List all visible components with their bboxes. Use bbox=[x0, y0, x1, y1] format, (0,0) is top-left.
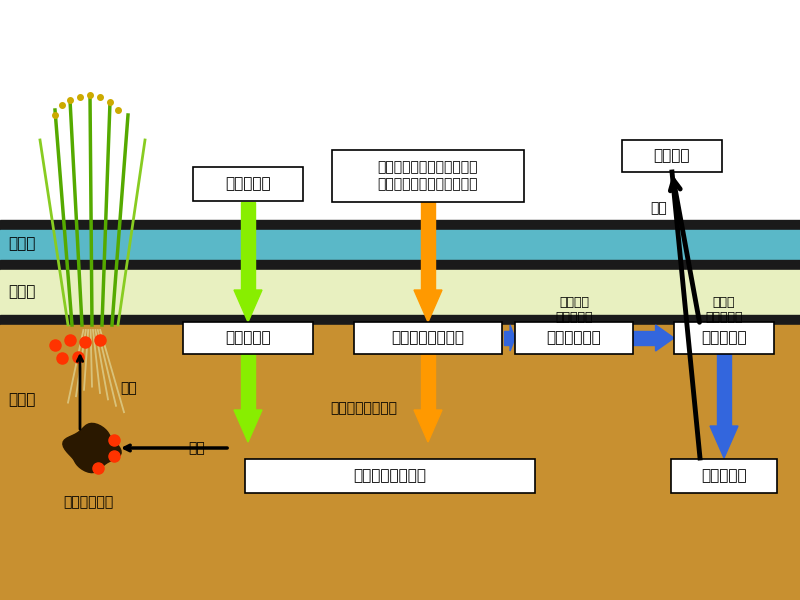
Polygon shape bbox=[655, 325, 674, 351]
Bar bbox=[193, 167, 303, 201]
Text: 脱窒: 脱窒 bbox=[650, 201, 666, 215]
Text: 穀酸態窒素: 穀酸態窒素 bbox=[701, 469, 747, 484]
Bar bbox=[674, 322, 774, 354]
Bar bbox=[717, 354, 731, 426]
Polygon shape bbox=[414, 410, 442, 442]
Bar bbox=[515, 322, 633, 354]
Text: 塩化アンモニウム（塩安）
硫酸アンモニウム（硫安）: 塩化アンモニウム（塩安） 硫酸アンモニウム（硫安） bbox=[378, 160, 478, 191]
Bar bbox=[0, 260, 800, 270]
Bar bbox=[241, 354, 255, 410]
Text: 吸収: 吸収 bbox=[120, 381, 137, 395]
Bar bbox=[0, 220, 800, 230]
Bar bbox=[245, 459, 535, 493]
Text: 有機態窒素: 有機態窒素 bbox=[225, 331, 271, 346]
Text: 土壌コロイド: 土壌コロイド bbox=[63, 495, 113, 509]
Bar bbox=[671, 459, 777, 493]
Polygon shape bbox=[510, 325, 515, 351]
Polygon shape bbox=[234, 290, 262, 322]
Text: 穀酸態窒素: 穀酸態窒素 bbox=[701, 331, 747, 346]
Text: 有機質肥料: 有機質肥料 bbox=[225, 176, 271, 191]
Text: アンモニア態窒素: アンモニア態窒素 bbox=[354, 469, 426, 484]
Bar bbox=[0, 0, 800, 220]
Polygon shape bbox=[63, 424, 121, 473]
Bar bbox=[183, 322, 313, 354]
Text: 酸化層: 酸化層 bbox=[8, 284, 35, 299]
Bar bbox=[0, 325, 800, 600]
Bar bbox=[354, 322, 502, 354]
Text: 亜穀酸菌
による穀化: 亜穀酸菌 による穀化 bbox=[555, 296, 593, 324]
Polygon shape bbox=[710, 426, 738, 458]
Bar bbox=[0, 315, 800, 325]
Bar bbox=[0, 270, 800, 315]
Text: 亜穀酸態窒素: 亜穀酸態窒素 bbox=[546, 331, 602, 346]
Text: 窒素ガス: 窒素ガス bbox=[654, 148, 690, 163]
Text: 田面水: 田面水 bbox=[8, 236, 35, 251]
Bar bbox=[633, 331, 655, 345]
Bar bbox=[421, 202, 435, 290]
Polygon shape bbox=[234, 410, 262, 442]
Bar bbox=[421, 354, 435, 410]
Bar bbox=[622, 140, 722, 172]
Text: 吸着: 吸着 bbox=[188, 441, 205, 455]
Bar bbox=[241, 202, 255, 290]
Text: アンモニア態窒素: アンモニア態窒素 bbox=[391, 331, 465, 346]
Text: 微生物による分解: 微生物による分解 bbox=[330, 401, 397, 415]
Polygon shape bbox=[414, 290, 442, 322]
Bar bbox=[504, 331, 510, 345]
Text: 穀酸菌
による穀化: 穀酸菌 による穀化 bbox=[706, 296, 742, 324]
Bar bbox=[0, 230, 800, 260]
Bar bbox=[332, 150, 524, 202]
Text: 還元層: 還元層 bbox=[8, 392, 35, 407]
